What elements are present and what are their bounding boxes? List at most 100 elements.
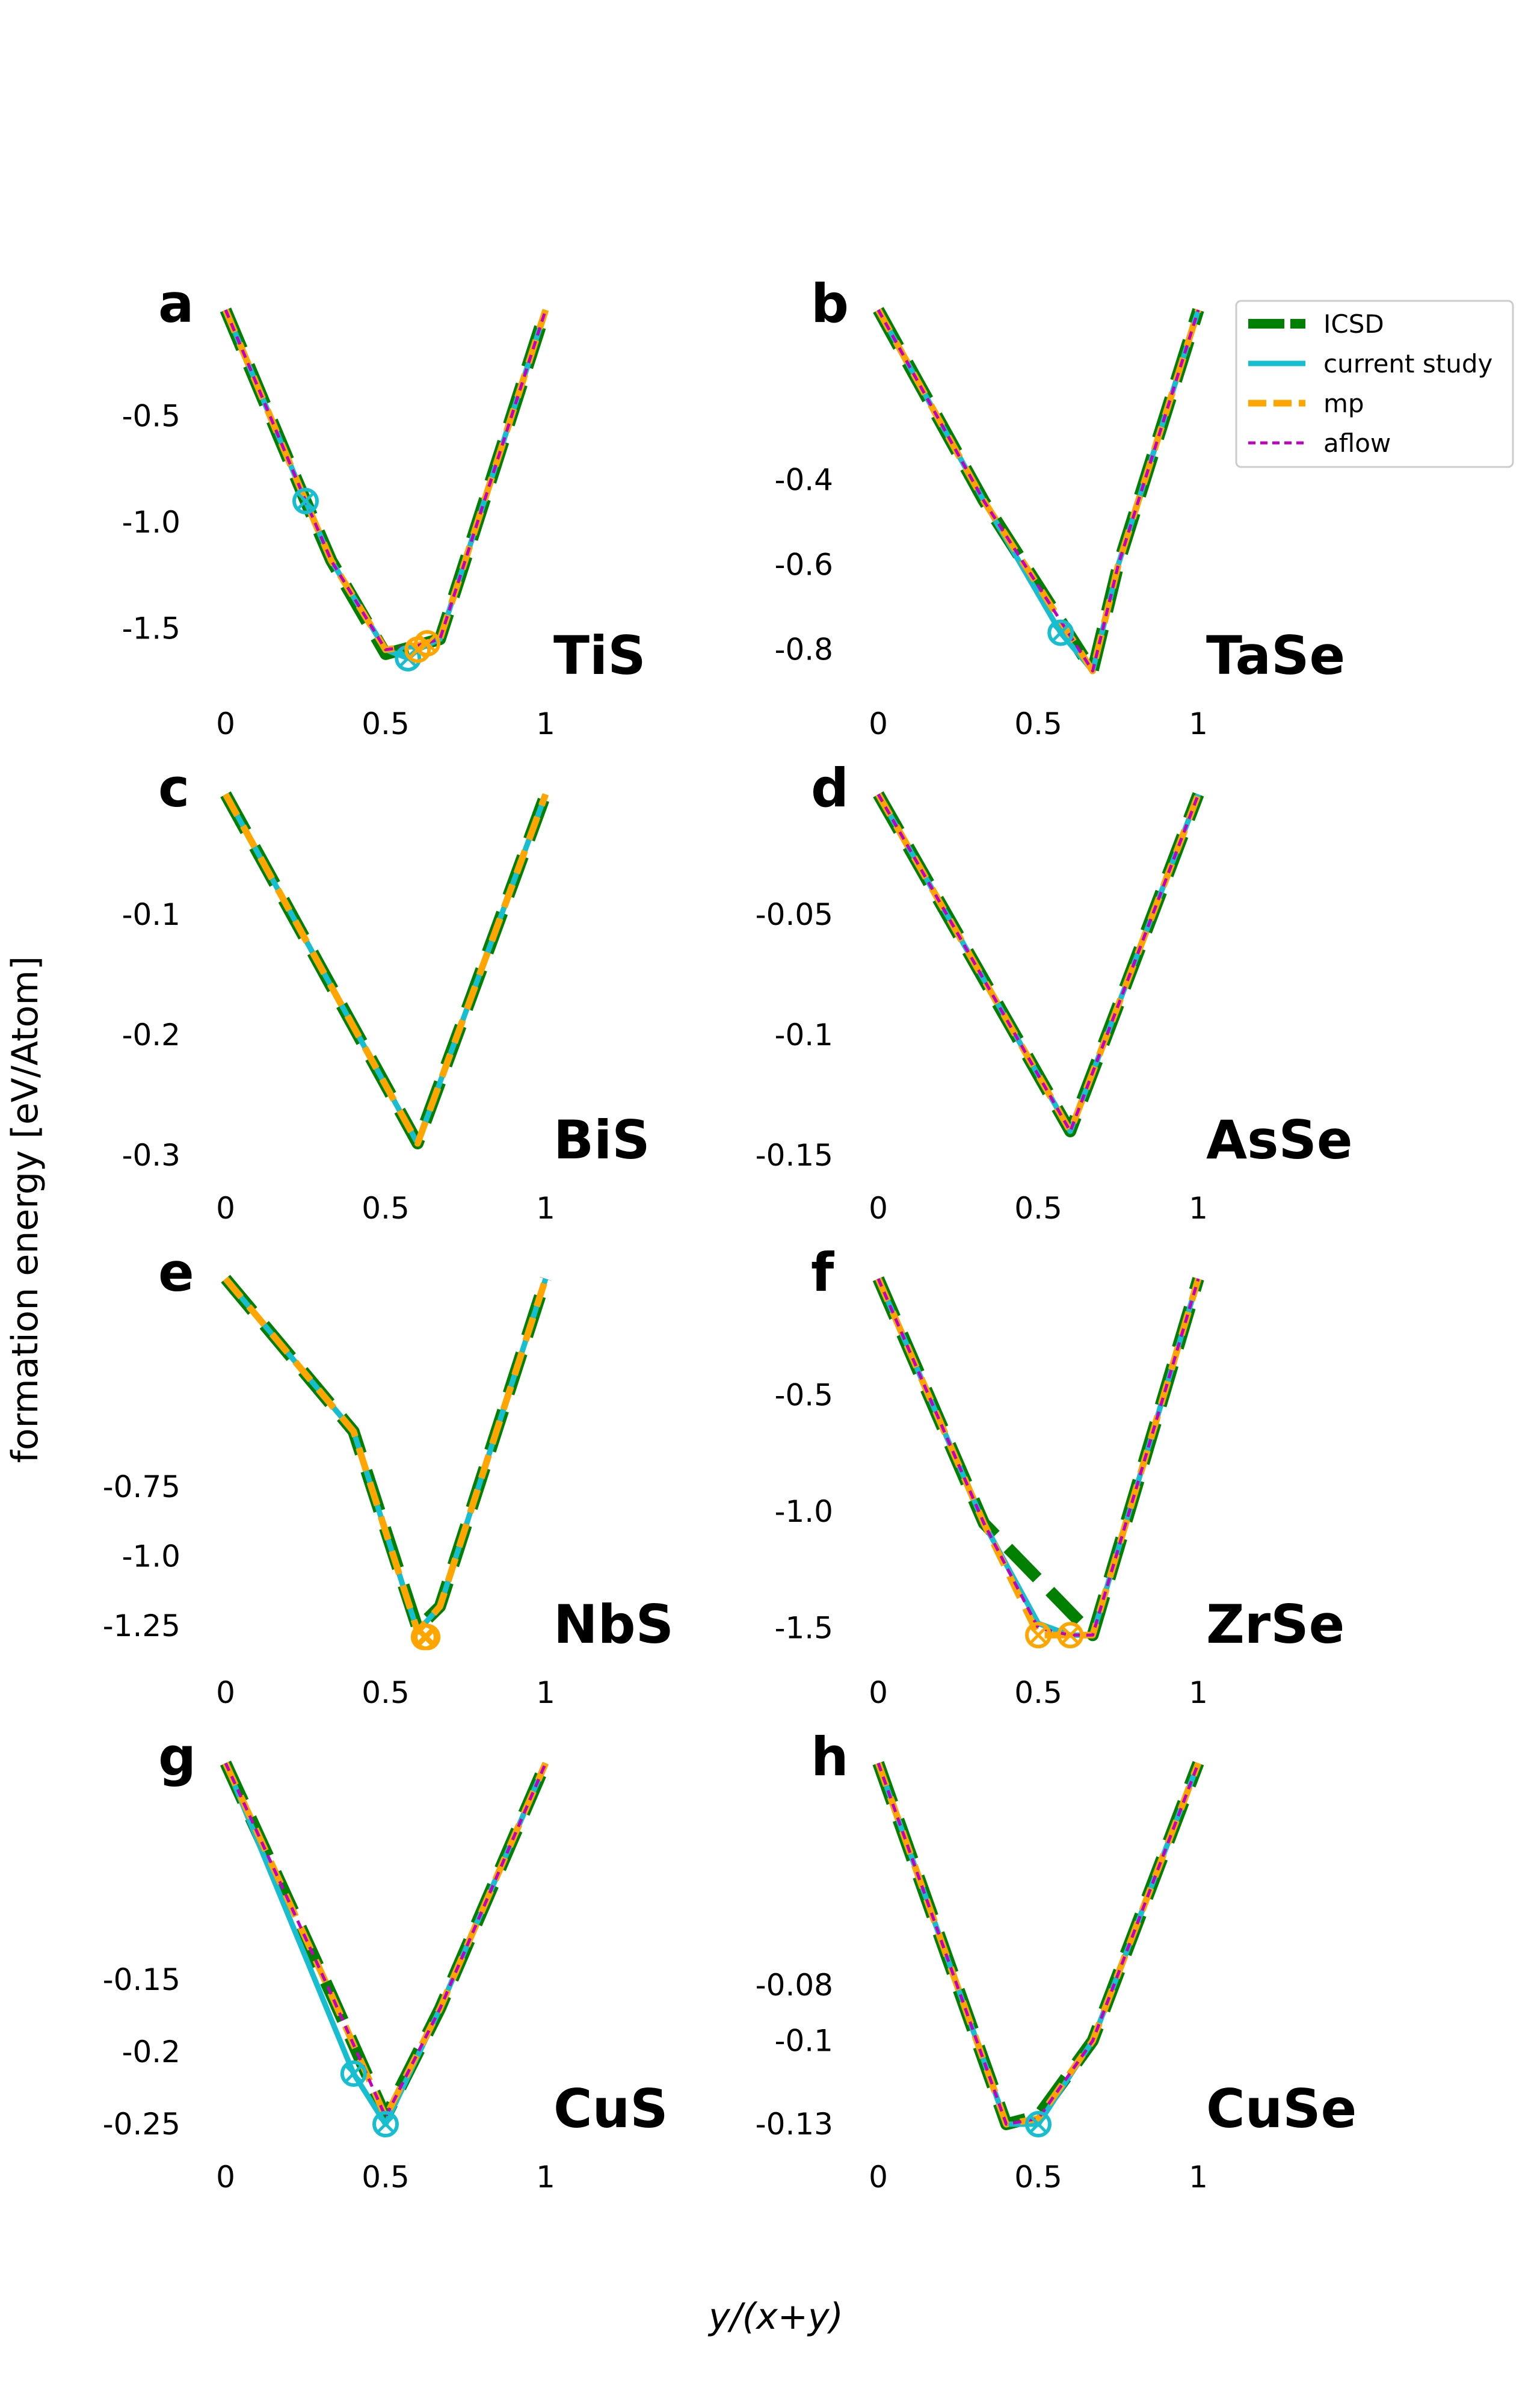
series-line-icsd xyxy=(872,1761,1204,2130)
series-line-aflow xyxy=(876,793,1200,1133)
panel-a: a TiS -0.5 -1.0 -1.5 0 0.5 1 xyxy=(122,273,645,741)
compound-label: TaSe xyxy=(1206,625,1345,687)
x-tick-label: 0 xyxy=(216,706,235,741)
x-tick-label: 0.5 xyxy=(362,2160,410,2195)
panel-letter: h xyxy=(811,1726,849,1788)
panel-letter: e xyxy=(158,1241,194,1303)
y-tick-label: -1.25 xyxy=(103,1608,180,1643)
unstable-marker xyxy=(340,2060,367,2087)
y-tick-label: -0.5 xyxy=(122,398,180,433)
legend-frame xyxy=(1235,300,1514,468)
compound-label: TiS xyxy=(553,625,646,687)
series-line-icsd xyxy=(872,1276,1204,1642)
x-tick-label: 1 xyxy=(1189,706,1208,741)
y-tick-label: -0.1 xyxy=(774,2024,833,2059)
series-line-current-study xyxy=(223,309,549,661)
x-tick-label: 1 xyxy=(1189,1675,1208,1710)
y-tick-label: -0.15 xyxy=(103,1962,180,1997)
y-tick-label: -0.2 xyxy=(122,1018,180,1052)
y-tick-label: -0.15 xyxy=(756,1138,833,1173)
y-tick-label: -0.75 xyxy=(103,1469,180,1504)
series-line-mp xyxy=(875,308,1202,675)
unstable-marker xyxy=(1025,2111,1052,2137)
series-line-aflow xyxy=(876,309,1200,673)
x-tick-label: 0.5 xyxy=(362,1191,410,1226)
y-tick-label: -1.0 xyxy=(774,1494,833,1529)
panel-g: g CuS -0.15 -0.2 -0.25 0 0.5 1 xyxy=(103,1726,668,2195)
unstable-marker xyxy=(414,630,441,657)
x-tick-label: 0 xyxy=(869,706,888,741)
x-tick-label: 1 xyxy=(1189,2160,1208,2195)
y-tick-label: -1.0 xyxy=(122,1539,180,1574)
compound-label: BiS xyxy=(553,1109,650,1171)
x-tick-label: 0 xyxy=(216,2160,235,2195)
x-tick-label: 0 xyxy=(216,1191,235,1226)
y-tick-label: -0.05 xyxy=(756,897,833,932)
y-tick-label: -0.8 xyxy=(774,632,833,667)
series-line-icsd xyxy=(873,307,1204,677)
x-tick-label: 0.5 xyxy=(1014,1191,1062,1226)
series-line-icsd xyxy=(220,307,552,660)
compound-label: NbS xyxy=(553,1593,674,1655)
series-line-current-study xyxy=(875,1762,1201,2127)
series-line-aflow xyxy=(224,1762,547,2119)
x-tick-label: 0 xyxy=(869,2160,888,2195)
unstable-marker xyxy=(372,2111,399,2137)
legend-label: ICSD xyxy=(1323,309,1384,339)
series-line-current-study xyxy=(223,1762,549,2127)
y-tick-label: -0.13 xyxy=(756,2107,833,2142)
x-tick-label: 1 xyxy=(536,2160,555,2195)
y-axis-label: formation energy [eV/Atom] xyxy=(4,956,46,1463)
panel-f: f ZrSe -0.5 -1.0 -1.5 0 0.5 1 xyxy=(774,1241,1344,1710)
x-tick-label: 0.5 xyxy=(362,706,410,741)
x-axis-label: y/(x+y) xyxy=(707,2296,843,2338)
legend-label: mp xyxy=(1323,389,1364,418)
y-tick-label: -0.6 xyxy=(774,548,833,582)
series-line-mp xyxy=(222,308,549,654)
panel-letter: g xyxy=(158,1726,196,1788)
compound-label: CuS xyxy=(553,2078,668,2140)
panel-letter: c xyxy=(158,757,189,819)
x-tick-label: 1 xyxy=(536,706,555,741)
series-line-icsd xyxy=(220,1760,552,2123)
panel-b: b TaSe -0.4 -0.6 -0.8 0 0.5 1 xyxy=(774,273,1345,741)
y-tick-label: -0.5 xyxy=(774,1378,833,1413)
series-line-aflow xyxy=(224,309,547,652)
panel-letter: d xyxy=(811,757,849,819)
y-tick-label: -0.3 xyxy=(122,1138,180,1173)
compound-label: CuSe xyxy=(1206,2078,1357,2140)
x-tick-label: 0.5 xyxy=(1014,2160,1062,2195)
unstable-marker xyxy=(414,1624,441,1651)
compound-label: ZrSe xyxy=(1206,1593,1344,1655)
compound-label: AsSe xyxy=(1206,1109,1353,1171)
series-line-current-study xyxy=(876,308,1201,674)
panel-letter: f xyxy=(811,1241,835,1303)
x-tick-label: 1 xyxy=(536,1191,555,1226)
x-tick-label: 0.5 xyxy=(1014,706,1062,741)
y-tick-label: -1.0 xyxy=(122,505,180,540)
panel-d: d AsSe -0.05 -0.1 -0.15 0 0.5 1 xyxy=(756,757,1353,1226)
y-tick-label: -0.1 xyxy=(774,1018,833,1052)
x-tick-label: 1 xyxy=(1189,1191,1208,1226)
legend-label: current study xyxy=(1323,349,1492,379)
series-line-mp xyxy=(875,1762,1202,2128)
panel-letter: b xyxy=(811,273,849,335)
panel-h: h CuSe -0.08 -0.1 -0.13 0 0.5 1 xyxy=(756,1726,1357,2195)
unstable-marker xyxy=(292,487,319,514)
panels: a TiS -0.5 -1.0 -1.5 0 0.5 1 b TaSe -0.4 -0.6 -0.8 0 0… xyxy=(103,273,1357,2195)
x-tick-label: 1 xyxy=(536,1675,555,1710)
unstable-marker xyxy=(1047,619,1074,646)
y-tick-label: -0.1 xyxy=(122,897,180,932)
y-tick-label: -1.5 xyxy=(774,1611,833,1646)
series-line-mp xyxy=(875,793,1202,1135)
y-tick-label: -0.08 xyxy=(756,1968,833,2003)
series-line-aflow xyxy=(876,1278,1200,1637)
legend: ICSD current study mp aflow xyxy=(1235,300,1514,468)
series-line-aflow xyxy=(876,1763,1200,2126)
series-line-mp xyxy=(223,793,549,1147)
x-tick-label: 0 xyxy=(869,1675,888,1710)
x-tick-label: 0.5 xyxy=(1014,1675,1062,1710)
y-tick-label: -0.2 xyxy=(122,2035,180,2069)
panel-c: c BiS -0.1 -0.2 -0.3 0 0.5 1 xyxy=(122,757,650,1226)
